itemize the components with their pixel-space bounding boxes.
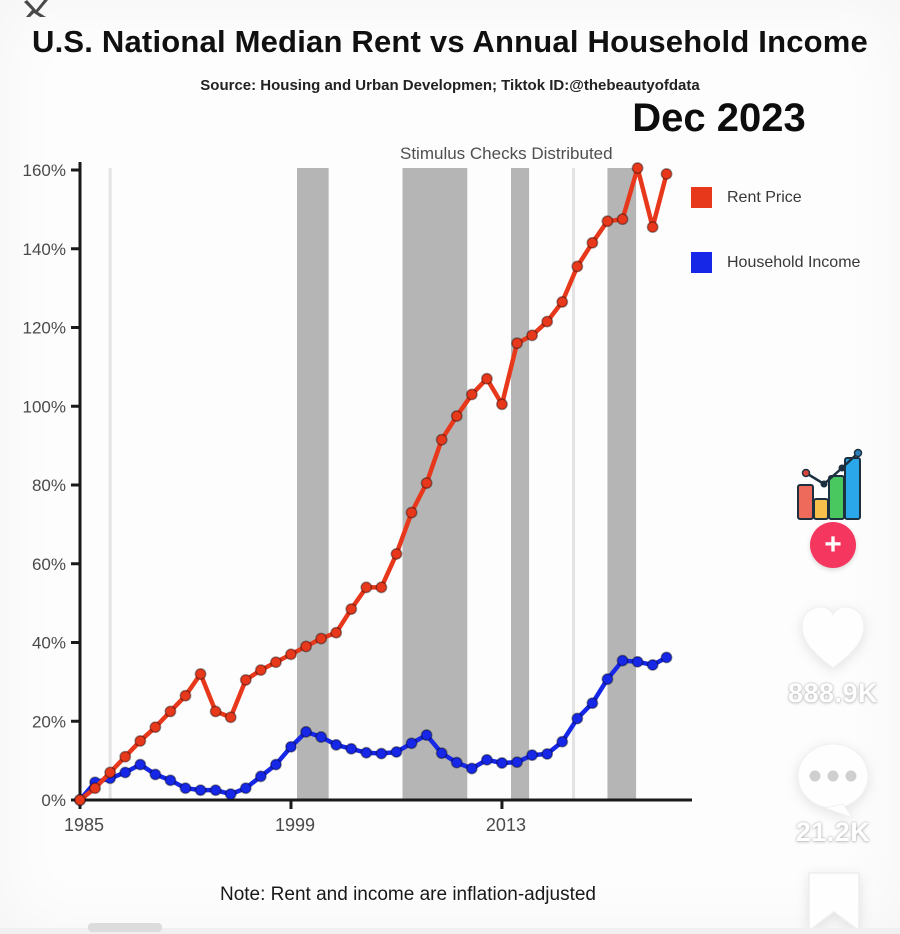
svg-text:20%: 20% bbox=[32, 712, 66, 731]
svg-text:140%: 140% bbox=[23, 240, 66, 259]
bookmark-icon[interactable] bbox=[808, 872, 860, 932]
legend-income-label: Household Income bbox=[727, 253, 861, 271]
svg-text:0%: 0% bbox=[41, 791, 66, 810]
svg-text:160%: 160% bbox=[23, 161, 66, 180]
cropped-caption-fragment bbox=[88, 923, 162, 932]
svg-text:80%: 80% bbox=[32, 476, 66, 495]
legend-item-rent: Rent Price bbox=[691, 187, 802, 208]
stimulus-annotation: Stimulus Checks Distributed bbox=[400, 144, 613, 163]
follow-plus-button[interactable]: + bbox=[810, 522, 856, 568]
chart-title: U.S. National Median Rent vs Annual Hous… bbox=[31, 24, 869, 59]
animation-date-counter: Dec 2023 bbox=[632, 96, 806, 140]
footnote: Note: Rent and income are inflation-adju… bbox=[219, 884, 596, 905]
bottom-edge-strip bbox=[0, 928, 900, 934]
plus-icon: + bbox=[824, 528, 842, 561]
svg-text:40%: 40% bbox=[32, 634, 66, 653]
svg-text:120%: 120% bbox=[23, 319, 66, 338]
source-credit: Source: Housing and Urban Developmen; Ti… bbox=[200, 77, 700, 94]
cropped-watermark-glyph bbox=[24, 0, 48, 17]
like-heart-icon[interactable] bbox=[797, 604, 869, 672]
legend-rent-label: Rent Price bbox=[727, 188, 802, 206]
creator-avatar-chart-icon[interactable] bbox=[792, 448, 868, 524]
svg-text:1985: 1985 bbox=[64, 815, 104, 835]
comment-bubble-icon[interactable] bbox=[795, 742, 871, 820]
rent-swatch-icon bbox=[691, 187, 712, 208]
income-swatch-icon bbox=[691, 252, 712, 273]
legend-item-income: Household Income bbox=[691, 252, 860, 273]
svg-text:1999: 1999 bbox=[275, 815, 315, 835]
like-count[interactable]: 888.9K bbox=[787, 678, 879, 708]
comment-count[interactable]: 21.2K bbox=[795, 817, 871, 847]
svg-text:60%: 60% bbox=[32, 555, 66, 574]
svg-text:2013: 2013 bbox=[486, 815, 526, 835]
svg-text:100%: 100% bbox=[23, 397, 66, 416]
